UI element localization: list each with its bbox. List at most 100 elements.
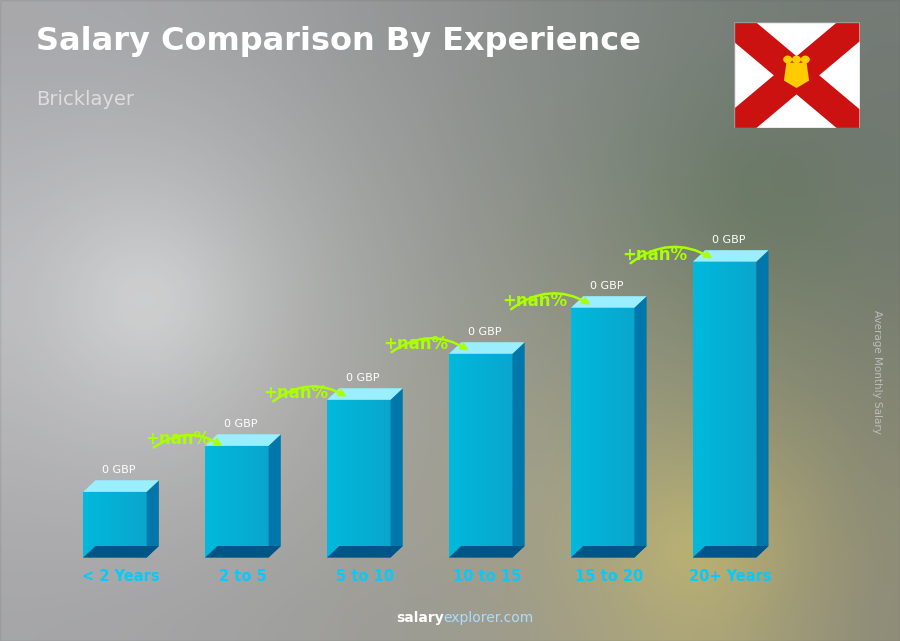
Bar — [243, 445, 245, 558]
Bar — [482, 354, 484, 558]
Bar — [587, 308, 589, 558]
Bar — [696, 262, 698, 558]
Bar — [508, 354, 509, 558]
Bar — [97, 492, 99, 558]
Text: Salary Comparison By Experience: Salary Comparison By Experience — [36, 26, 641, 56]
Bar — [267, 445, 269, 558]
Bar — [617, 308, 618, 558]
Bar — [626, 308, 628, 558]
Bar — [123, 492, 124, 558]
Bar — [122, 492, 123, 558]
Bar — [93, 492, 94, 558]
Bar — [509, 354, 511, 558]
Bar — [140, 492, 142, 558]
Polygon shape — [205, 546, 281, 558]
Bar — [85, 492, 86, 558]
Bar — [742, 262, 743, 558]
Bar — [209, 445, 210, 558]
Text: 0 GBP: 0 GBP — [468, 328, 501, 337]
Bar — [630, 308, 632, 558]
Bar — [699, 262, 701, 558]
Polygon shape — [449, 342, 525, 354]
Bar — [235, 445, 237, 558]
Polygon shape — [327, 546, 402, 558]
Bar — [88, 492, 90, 558]
Bar — [105, 492, 107, 558]
Text: < 2 Years: < 2 Years — [82, 569, 160, 584]
Bar — [103, 492, 104, 558]
Bar — [706, 262, 707, 558]
Bar — [234, 445, 236, 558]
Bar — [500, 354, 501, 558]
Bar — [729, 262, 731, 558]
Bar — [584, 308, 585, 558]
Bar — [261, 445, 263, 558]
Bar — [112, 492, 113, 558]
Bar — [387, 400, 389, 558]
Bar — [590, 308, 591, 558]
Bar — [595, 308, 597, 558]
Bar — [266, 445, 267, 558]
Bar — [347, 400, 349, 558]
Text: 0 GBP: 0 GBP — [712, 235, 745, 246]
Bar — [610, 308, 612, 558]
Bar — [624, 308, 625, 558]
Bar — [374, 400, 376, 558]
Bar — [99, 492, 101, 558]
Bar — [712, 262, 714, 558]
Bar — [576, 308, 578, 558]
Bar — [460, 354, 462, 558]
Bar — [499, 354, 500, 558]
Bar — [335, 400, 337, 558]
Bar — [253, 445, 255, 558]
Text: +nan%: +nan% — [264, 384, 328, 402]
Polygon shape — [734, 22, 860, 128]
Bar — [139, 492, 140, 558]
Bar — [386, 400, 388, 558]
Bar — [462, 354, 464, 558]
Bar — [582, 308, 584, 558]
Bar — [351, 400, 353, 558]
Bar — [491, 354, 492, 558]
Bar — [384, 400, 386, 558]
Bar — [372, 400, 374, 558]
Bar — [382, 400, 384, 558]
Text: Bricklayer: Bricklayer — [36, 90, 134, 109]
Bar — [218, 445, 220, 558]
Bar — [332, 400, 334, 558]
Bar — [489, 354, 491, 558]
Bar — [107, 492, 109, 558]
Bar — [585, 308, 587, 558]
Bar — [609, 308, 611, 558]
Bar — [591, 308, 593, 558]
Bar — [337, 400, 338, 558]
Bar — [262, 445, 264, 558]
Bar — [612, 308, 614, 558]
Bar — [130, 492, 132, 558]
Polygon shape — [734, 22, 860, 128]
Polygon shape — [756, 250, 769, 558]
Bar — [579, 308, 580, 558]
Polygon shape — [147, 480, 159, 558]
Bar — [474, 354, 476, 558]
Bar — [136, 492, 138, 558]
Bar — [104, 492, 105, 558]
Bar — [722, 262, 724, 558]
Bar — [356, 400, 357, 558]
Bar — [459, 354, 460, 558]
Bar — [503, 354, 505, 558]
Bar — [228, 445, 230, 558]
Bar — [577, 308, 579, 558]
Polygon shape — [634, 296, 646, 558]
Text: Average Monthly Salary: Average Monthly Salary — [872, 310, 883, 434]
Bar — [454, 354, 455, 558]
Bar — [242, 445, 243, 558]
Bar — [501, 354, 503, 558]
Bar — [205, 445, 207, 558]
Text: +nan%: +nan% — [503, 292, 568, 310]
Bar — [207, 445, 209, 558]
Bar — [572, 308, 574, 558]
Bar — [493, 354, 495, 558]
Bar — [132, 492, 134, 558]
Text: 0 GBP: 0 GBP — [590, 281, 623, 291]
